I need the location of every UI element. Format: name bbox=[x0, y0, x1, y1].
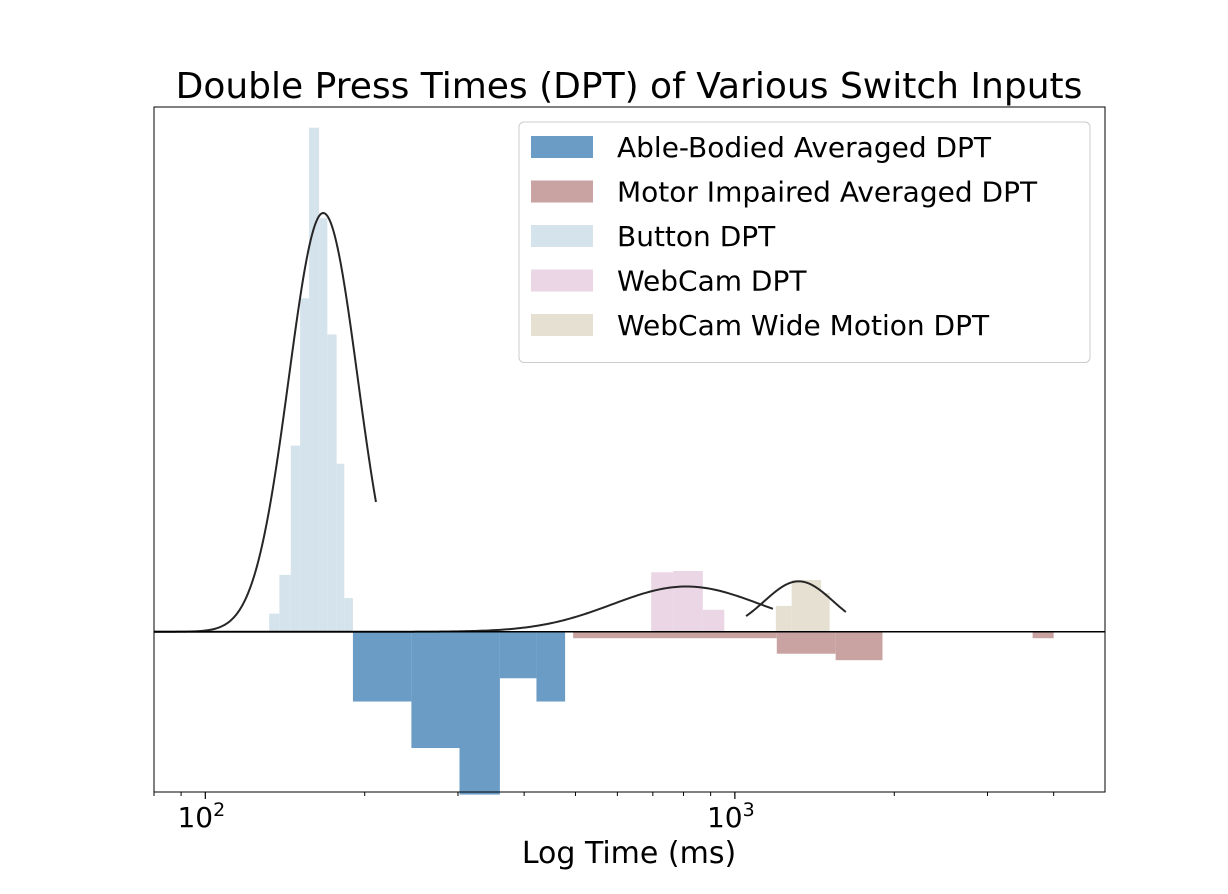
legend-label-webcam-wide-motion-dpt: WebCam Wide Motion DPT bbox=[617, 309, 990, 342]
webcam-wide-motion-dpt-bar-0 bbox=[775, 605, 792, 632]
legend-swatch-webcam-wide-motion-dpt bbox=[531, 314, 593, 336]
legend-swatch-able-bodied-averaged-dpt bbox=[531, 136, 593, 158]
button-dpt-bar-2 bbox=[290, 445, 301, 632]
motor-impaired-averaged-dpt-bar-3 bbox=[1032, 631, 1054, 639]
bars-layer bbox=[269, 127, 1054, 795]
able-bodied-averaged-dpt-bar-1 bbox=[411, 631, 460, 749]
x-axis-label: Log Time (ms) bbox=[522, 836, 736, 871]
able-bodied-averaged-dpt-bar-4 bbox=[536, 631, 566, 702]
webcam-dpt-bar-2 bbox=[702, 609, 725, 632]
button-dpt-bar-5 bbox=[319, 218, 328, 632]
button-dpt-bar-3 bbox=[300, 298, 310, 632]
legend-swatch-motor-impaired-averaged-dpt bbox=[531, 180, 593, 203]
button-dpt-bar-1 bbox=[279, 574, 291, 632]
legend-swatch-webcam-dpt bbox=[531, 269, 593, 292]
able-bodied-averaged-dpt-bar-0 bbox=[352, 631, 412, 702]
button-dpt-bar-4 bbox=[309, 127, 320, 632]
legend: Able-Bodied Averaged DPT Motor Impaired A… bbox=[518, 121, 1091, 363]
button-dpt-bar-6 bbox=[327, 334, 337, 632]
able-bodied-averaged-dpt-bar-2 bbox=[459, 631, 500, 795]
chart-title: Double Press Times (DPT) of Various Swit… bbox=[176, 66, 1083, 107]
x-axis-ticks: 102 103 bbox=[153, 792, 1055, 834]
legend-label-webcam-dpt: WebCam DPT bbox=[617, 265, 807, 298]
legend-label-able-bodied-averaged-dpt: Able-Bodied Averaged DPT bbox=[617, 131, 992, 164]
legend-label-motor-impaired-averaged-dpt: Motor Impaired Averaged DPT bbox=[617, 176, 1038, 209]
x-tick-label: 102 bbox=[177, 799, 225, 834]
x-tick-label: 103 bbox=[707, 799, 755, 834]
plot-frame bbox=[153, 106, 1106, 793]
motor-impaired-averaged-dpt-bar-0 bbox=[573, 631, 777, 639]
webcam-dpt-bar-1 bbox=[673, 570, 703, 632]
button-dpt-bar-0 bbox=[269, 613, 280, 632]
button-dpt-bar-8 bbox=[344, 598, 353, 632]
motor-impaired-averaged-dpt-bar-1 bbox=[776, 631, 836, 654]
legend-label-button-dpt: Button DPT bbox=[617, 220, 776, 253]
button-dpt-bar-7 bbox=[336, 463, 345, 632]
webcam-wide-motion-dpt-bar-2 bbox=[821, 592, 830, 632]
motor-impaired-averaged-dpt-bar-2 bbox=[835, 631, 883, 661]
webcam-dpt-bar-0 bbox=[651, 572, 674, 632]
legend-box bbox=[518, 121, 1091, 363]
legend-swatch-button-dpt bbox=[531, 225, 593, 247]
webcam-wide-motion-dpt-bar-1 bbox=[791, 580, 822, 632]
able-bodied-averaged-dpt-bar-3 bbox=[499, 631, 537, 679]
webcam-wide-motion-dpt-fit-curve bbox=[745, 580, 847, 617]
